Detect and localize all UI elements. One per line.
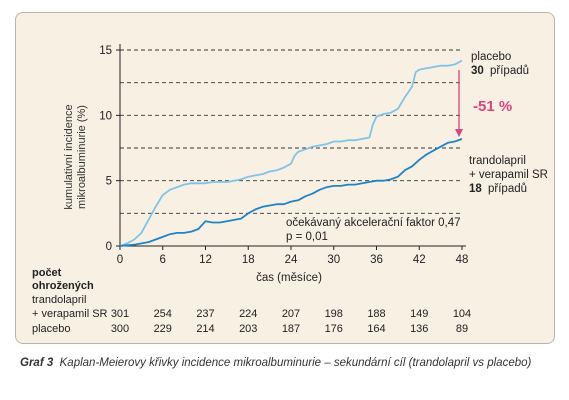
risk-value-treatment: 207 [282, 308, 300, 320]
treatment-count: 18 [469, 183, 482, 195]
risk-value-placebo: 214 [196, 323, 214, 335]
risk-value-placebo: 300 [111, 323, 129, 335]
risk-row-placebo-label: placebo [32, 323, 71, 335]
y-tick-label: 5 [106, 176, 112, 188]
risk-value-treatment: 188 [367, 308, 385, 320]
y-tick-label: 10 [99, 110, 112, 122]
x-tick-label: 42 [413, 254, 426, 266]
figure-panel [15, 12, 555, 344]
placebo-label: placebo [471, 51, 511, 63]
risk-value-treatment: 237 [196, 308, 214, 320]
y-tick-label: 15 [99, 45, 112, 57]
placebo-count: 30 [471, 65, 484, 77]
risk-table-values: 301 254 237 224 207 198 188 149 104 300 229 214 203 1… [111, 308, 471, 335]
acceleration-factor-label: očekávaný akcelerační faktor 0,47 [286, 217, 461, 229]
treatment-curve [119, 138, 463, 247]
placebo-count-word: případů [490, 65, 529, 77]
x-tick-label: 24 [285, 254, 298, 266]
risk-table-title-line1: počet [32, 267, 62, 279]
risk-row-treatment-label-line2: + verapamil SR [32, 308, 108, 320]
x-tick-label: 48 [456, 254, 469, 266]
x-axis-label: čas (měsíce) [256, 272, 322, 284]
axis-ticks: 0 5 10 15 0 6 12 18 24 30 36 42 48 [99, 45, 468, 266]
placebo-count-text: 30 případů [471, 65, 529, 77]
treatment-count-text: 18 případů [469, 183, 527, 195]
x-tick-label: 0 [117, 254, 123, 266]
x-tick-label: 30 [327, 254, 340, 266]
reduction-label: -51 % [473, 98, 512, 115]
risk-value-placebo: 164 [367, 323, 385, 335]
risk-value-treatment: 104 [453, 308, 471, 320]
risk-value-placebo: 229 [154, 323, 172, 335]
treatment-label-line2: + verapamil SR [469, 169, 548, 181]
risk-value-placebo: 203 [239, 323, 257, 335]
y-axis-label-line1: kumulativní incidence [63, 104, 75, 209]
risk-value-placebo: 176 [325, 323, 343, 335]
axes [119, 44, 466, 247]
risk-value-treatment: 254 [154, 308, 172, 320]
treatment-label-line1: trandolapril [469, 155, 526, 167]
risk-value-treatment: 198 [325, 308, 343, 320]
y-axis-label-line2: mikroalbuminurie (%) [76, 105, 88, 209]
x-tick-label: 36 [370, 254, 383, 266]
risk-value-placebo: 89 [456, 323, 468, 335]
caption-label: Graf 3 [20, 357, 54, 369]
risk-table-title-line2: ohrožených [32, 280, 94, 292]
p-value-label: p = 0,01 [286, 231, 328, 243]
series-lines [119, 59, 463, 247]
caption-text: Kaplan-Meierovy křivky incidence mikroal… [59, 357, 532, 369]
risk-value-placebo: 136 [410, 323, 428, 335]
figure-caption: Graf 3 Kaplan-Meierovy křivky incidence … [20, 356, 550, 371]
grid-lines [120, 49, 462, 214]
risk-value-treatment: 224 [239, 308, 257, 320]
risk-value-placebo: 187 [282, 323, 300, 335]
risk-value-treatment: 301 [111, 308, 129, 320]
x-tick-label: 18 [242, 254, 255, 266]
risk-value-treatment: 149 [410, 308, 428, 320]
risk-row-treatment-label-line1: trandolapril [32, 294, 86, 306]
placebo-curve [119, 59, 463, 247]
y-tick-label: 0 [106, 241, 112, 253]
x-tick-label: 12 [199, 254, 212, 266]
reduction-arrow-head [455, 129, 463, 137]
treatment-count-word: případů [488, 183, 527, 195]
x-tick-label: 6 [160, 254, 166, 266]
